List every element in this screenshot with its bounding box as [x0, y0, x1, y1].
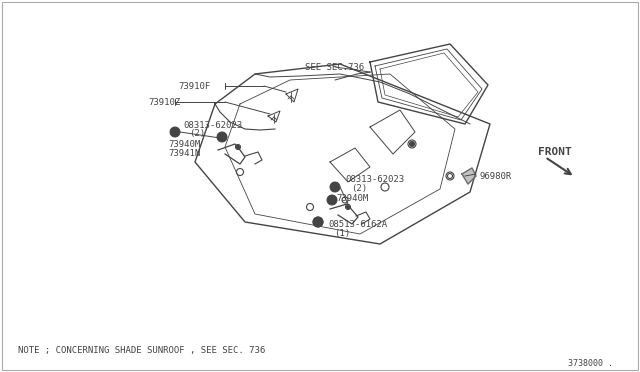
Circle shape — [327, 195, 337, 205]
Text: S: S — [333, 185, 337, 189]
Text: FRONT: FRONT — [538, 147, 572, 157]
Text: (2): (2) — [351, 183, 367, 192]
Text: S: S — [330, 198, 334, 202]
Text: S: S — [220, 135, 224, 140]
Text: S: S — [316, 219, 320, 224]
Text: SEE SEC.736: SEE SEC.736 — [305, 62, 364, 71]
Circle shape — [313, 217, 323, 227]
Text: 96980R: 96980R — [480, 171, 512, 180]
Text: 73940M: 73940M — [168, 140, 200, 148]
Text: (1): (1) — [334, 228, 350, 237]
Text: 73910F: 73910F — [178, 81, 211, 90]
Text: S: S — [316, 219, 320, 224]
Polygon shape — [462, 168, 476, 184]
Text: 73910Z: 73910Z — [148, 97, 180, 106]
Text: 3738000 .: 3738000 . — [568, 359, 613, 369]
Text: 73940M: 73940M — [336, 193, 368, 202]
Circle shape — [346, 205, 349, 208]
Circle shape — [237, 145, 239, 148]
Circle shape — [217, 132, 227, 142]
Text: 08313-62023: 08313-62023 — [345, 174, 404, 183]
Text: 08513-6162A: 08513-6162A — [328, 219, 387, 228]
Text: 08313-62023: 08313-62023 — [183, 121, 242, 129]
Text: 73941N: 73941N — [168, 148, 200, 157]
Circle shape — [170, 127, 180, 137]
Circle shape — [313, 217, 323, 227]
Text: (2): (2) — [189, 128, 205, 138]
Circle shape — [330, 182, 340, 192]
Text: S: S — [173, 129, 177, 135]
Text: NOTE ; CONCERNING SHADE SUNROOF , SEE SEC. 736: NOTE ; CONCERNING SHADE SUNROOF , SEE SE… — [18, 346, 265, 355]
Circle shape — [410, 141, 415, 147]
